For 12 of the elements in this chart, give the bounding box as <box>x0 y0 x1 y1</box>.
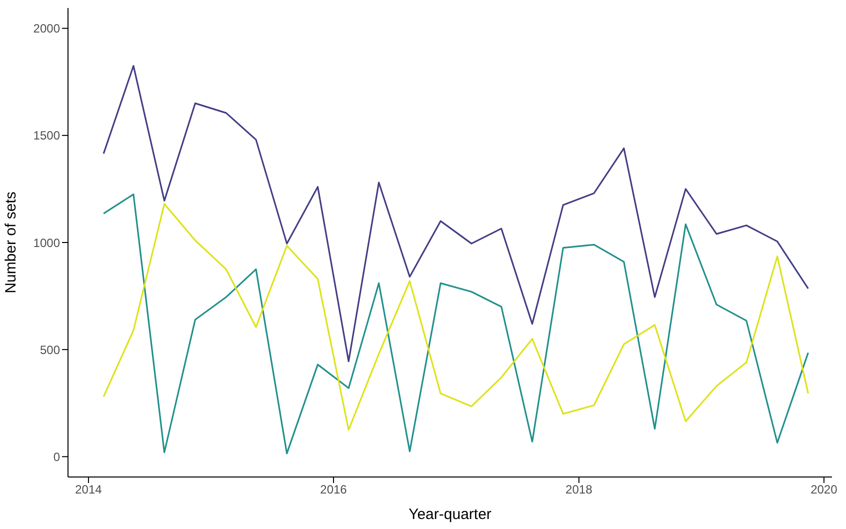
x-axis-title: Year-quarter <box>408 506 492 523</box>
y-tick-label: 1000 <box>33 236 60 250</box>
y-tick-label: 1500 <box>33 128 60 143</box>
line-series <box>102 65 809 362</box>
x-tick-label: 2020 <box>810 482 838 497</box>
x-tick-label: 2014 <box>75 482 102 497</box>
x-tick-label: 2018 <box>566 482 593 497</box>
y-axis-title: Number of sets <box>2 192 20 294</box>
y-tick-label: 500 <box>40 342 60 357</box>
y-tick-label: 0 <box>53 450 60 464</box>
x-tick-label: 2016 <box>320 482 348 497</box>
y-tick-label: 2000 <box>33 22 60 36</box>
